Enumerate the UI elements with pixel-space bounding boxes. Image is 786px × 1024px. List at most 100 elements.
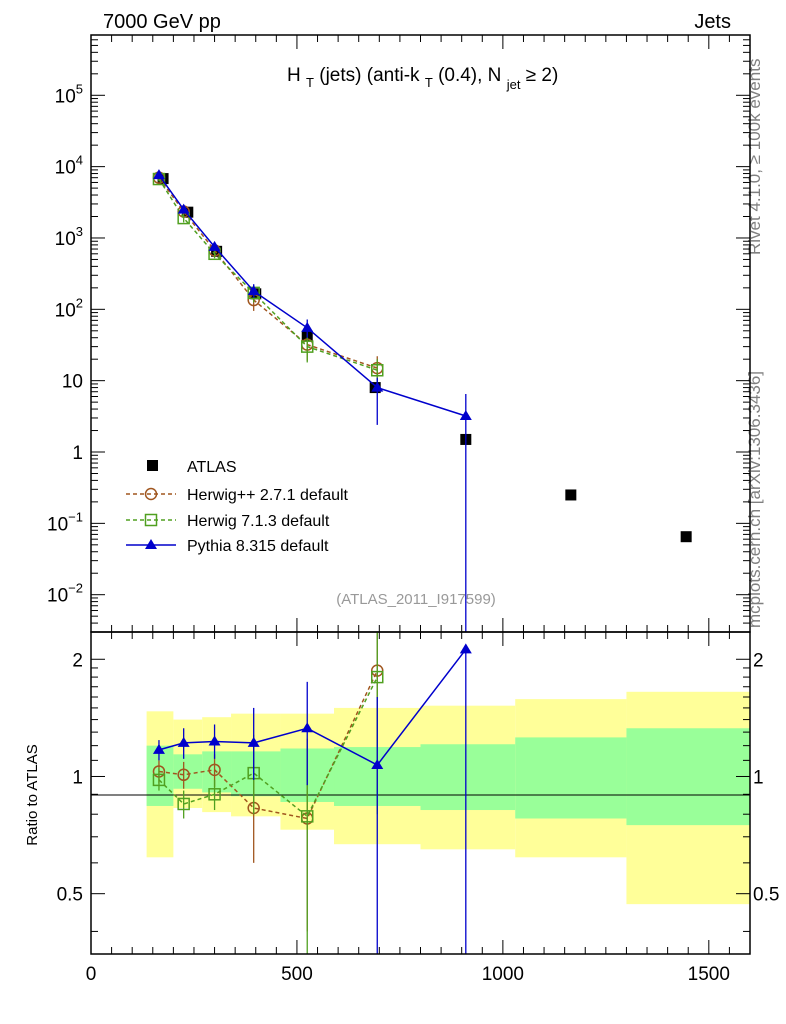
title-sub-jet: jet <box>506 77 521 92</box>
title-sub-t2: T <box>425 75 433 90</box>
x-tick-labels: 0 500 1000 1500 <box>86 964 730 985</box>
ratio-ytick-label-left-1: 1 <box>72 767 83 788</box>
x-tick-label-3: 1500 <box>688 964 730 985</box>
main-point-3-6 <box>459 409 472 420</box>
main-ytick-label-6: 104 <box>55 153 83 179</box>
legend-label-herwig7: Herwig 7.1.3 default <box>187 513 330 530</box>
main-ytick-label-3: 10 <box>62 372 83 393</box>
main-ytick-label-4: 102 <box>55 295 83 321</box>
legend-marker-herwigpp <box>144 487 158 501</box>
green-band-7 <box>515 737 627 819</box>
ratio-bands <box>146 691 750 905</box>
main-ytick-exp-1: −1 <box>68 509 83 524</box>
main-ytick-label-7: 105 <box>55 81 83 107</box>
energy-label: 7000 GeV pp <box>103 11 221 33</box>
legend-marker-herwig7 <box>144 513 158 527</box>
main-ytick-label-2: 1 <box>72 443 83 464</box>
main-point-3-4 <box>301 321 314 332</box>
legend-marker-pythia <box>145 539 157 549</box>
ratio-point-1-0 <box>152 773 166 787</box>
ratio-ytick-label-right-2: 2 <box>753 650 764 671</box>
title-cond: ≥ 2) <box>526 65 559 86</box>
main-ytick-exp-7: 5 <box>76 81 83 96</box>
ratio-point-1-1 <box>177 797 190 811</box>
main-point-3-5 <box>371 381 384 392</box>
main-ticks <box>90 34 751 633</box>
title-radius: (0.4), N <box>438 65 501 86</box>
legend: ATLAS Herwig++ 2.7.1 default Herwig 7.1.… <box>126 459 349 555</box>
ratio-series-2 <box>152 643 472 954</box>
main-ytick-exp-6: 4 <box>76 153 83 168</box>
main-title: H T (jets) (anti-k T (0.4), N jet ≥ 2) <box>287 65 558 94</box>
ratio-point-2-2 <box>208 735 221 746</box>
category-label: Jets <box>694 11 731 33</box>
ratio-point-0-2 <box>208 763 221 777</box>
legend-entry-herwigpp: Herwig++ 2.7.1 default <box>126 487 349 504</box>
main-ytick-base-1: 10 <box>47 514 68 535</box>
main-ytick-exp-4: 2 <box>76 295 83 310</box>
ratio-ytick-label-right-1: 1 <box>753 767 764 788</box>
ratio-ytick-label-left-0: 0.5 <box>57 885 83 906</box>
main-point-3-3 <box>247 285 260 296</box>
ratio-panel: 0.5 0.5 1 1 2 2 0 500 1000 1500 Ratio to ATLAS <box>24 631 780 985</box>
analysis-label: (ATLAS_2011_I917599) <box>336 591 496 608</box>
main-line-3 <box>158 174 467 417</box>
ratio-point-2-4 <box>301 722 314 733</box>
main-line-1 <box>158 177 378 369</box>
x-tick-label-0: 0 <box>86 964 97 985</box>
main-ytick-exp-0: −2 <box>68 581 83 596</box>
rivet-label: Rivet 4.1.0, ≥ 100k events <box>745 59 764 255</box>
legend-marker-atlas <box>147 460 158 471</box>
ratio-point-2-0 <box>152 743 165 754</box>
ratio-ylabel: Ratio to ATLAS <box>24 744 41 845</box>
main-point-2-4 <box>300 340 314 353</box>
legend-label-pythia: Pythia 8.315 default <box>187 538 329 555</box>
ratio-point-2-3 <box>247 736 260 747</box>
main-ytick-base-7: 10 <box>55 86 76 107</box>
main-ytick-label-1: 10−1 <box>47 509 83 535</box>
legend-entry-herwig7: Herwig 7.1.3 default <box>126 513 330 530</box>
ratio-point-2-6 <box>459 643 472 654</box>
ratio-point-1-4 <box>300 810 314 823</box>
main-point-0-2 <box>211 245 223 257</box>
main-ytick-exp-5: 3 <box>76 224 83 239</box>
ratio-point-0-1 <box>177 768 190 782</box>
legend-entry-pythia: Pythia 8.315 default <box>126 538 329 555</box>
green-band-0 <box>146 745 174 806</box>
title-sub-t: T <box>306 75 314 90</box>
title-jets: (jets) (anti-k <box>319 65 420 86</box>
ratio-point-2-1 <box>177 736 190 747</box>
legend-entry-atlas: ATLAS <box>147 459 237 476</box>
x-tick-label-1: 500 <box>281 964 313 985</box>
ratio-point-2-5 <box>371 759 384 770</box>
main-ytick-base-0: 10 <box>47 586 68 607</box>
ratio-y-tick-labels: 0.5 0.5 1 1 2 2 <box>57 650 780 905</box>
ratio-series <box>152 632 472 954</box>
main-ytick-base-5: 10 <box>55 229 76 250</box>
main-series-1 <box>152 171 384 381</box>
main-point-3-2 <box>208 240 221 251</box>
main-series-3 <box>152 169 472 632</box>
main-point-0-8 <box>680 531 692 543</box>
ratio-line-1 <box>158 676 378 818</box>
main-series <box>152 169 692 632</box>
main-point-0-7 <box>565 489 577 501</box>
main-ytick-label-0: 10−2 <box>47 581 83 607</box>
green-band-8 <box>626 728 750 826</box>
ratio-point-1-5 <box>371 670 384 684</box>
main-ytick-base-4: 10 <box>55 300 76 321</box>
ratio-ytick-label-left-2: 2 <box>72 650 83 671</box>
main-ytick-base-6: 10 <box>55 158 76 179</box>
legend-label-atlas: ATLAS <box>187 459 237 476</box>
green-band-6 <box>420 744 516 811</box>
main-point-3-1 <box>177 203 190 214</box>
title-h: H <box>287 65 301 86</box>
ratio-ytick-label-right-0: 0.5 <box>753 885 779 906</box>
ratio-point-1-2 <box>208 788 221 801</box>
main-ytick-label-5: 103 <box>55 224 83 250</box>
main-point-3-0 <box>152 169 165 180</box>
main-series-2 <box>152 172 384 384</box>
